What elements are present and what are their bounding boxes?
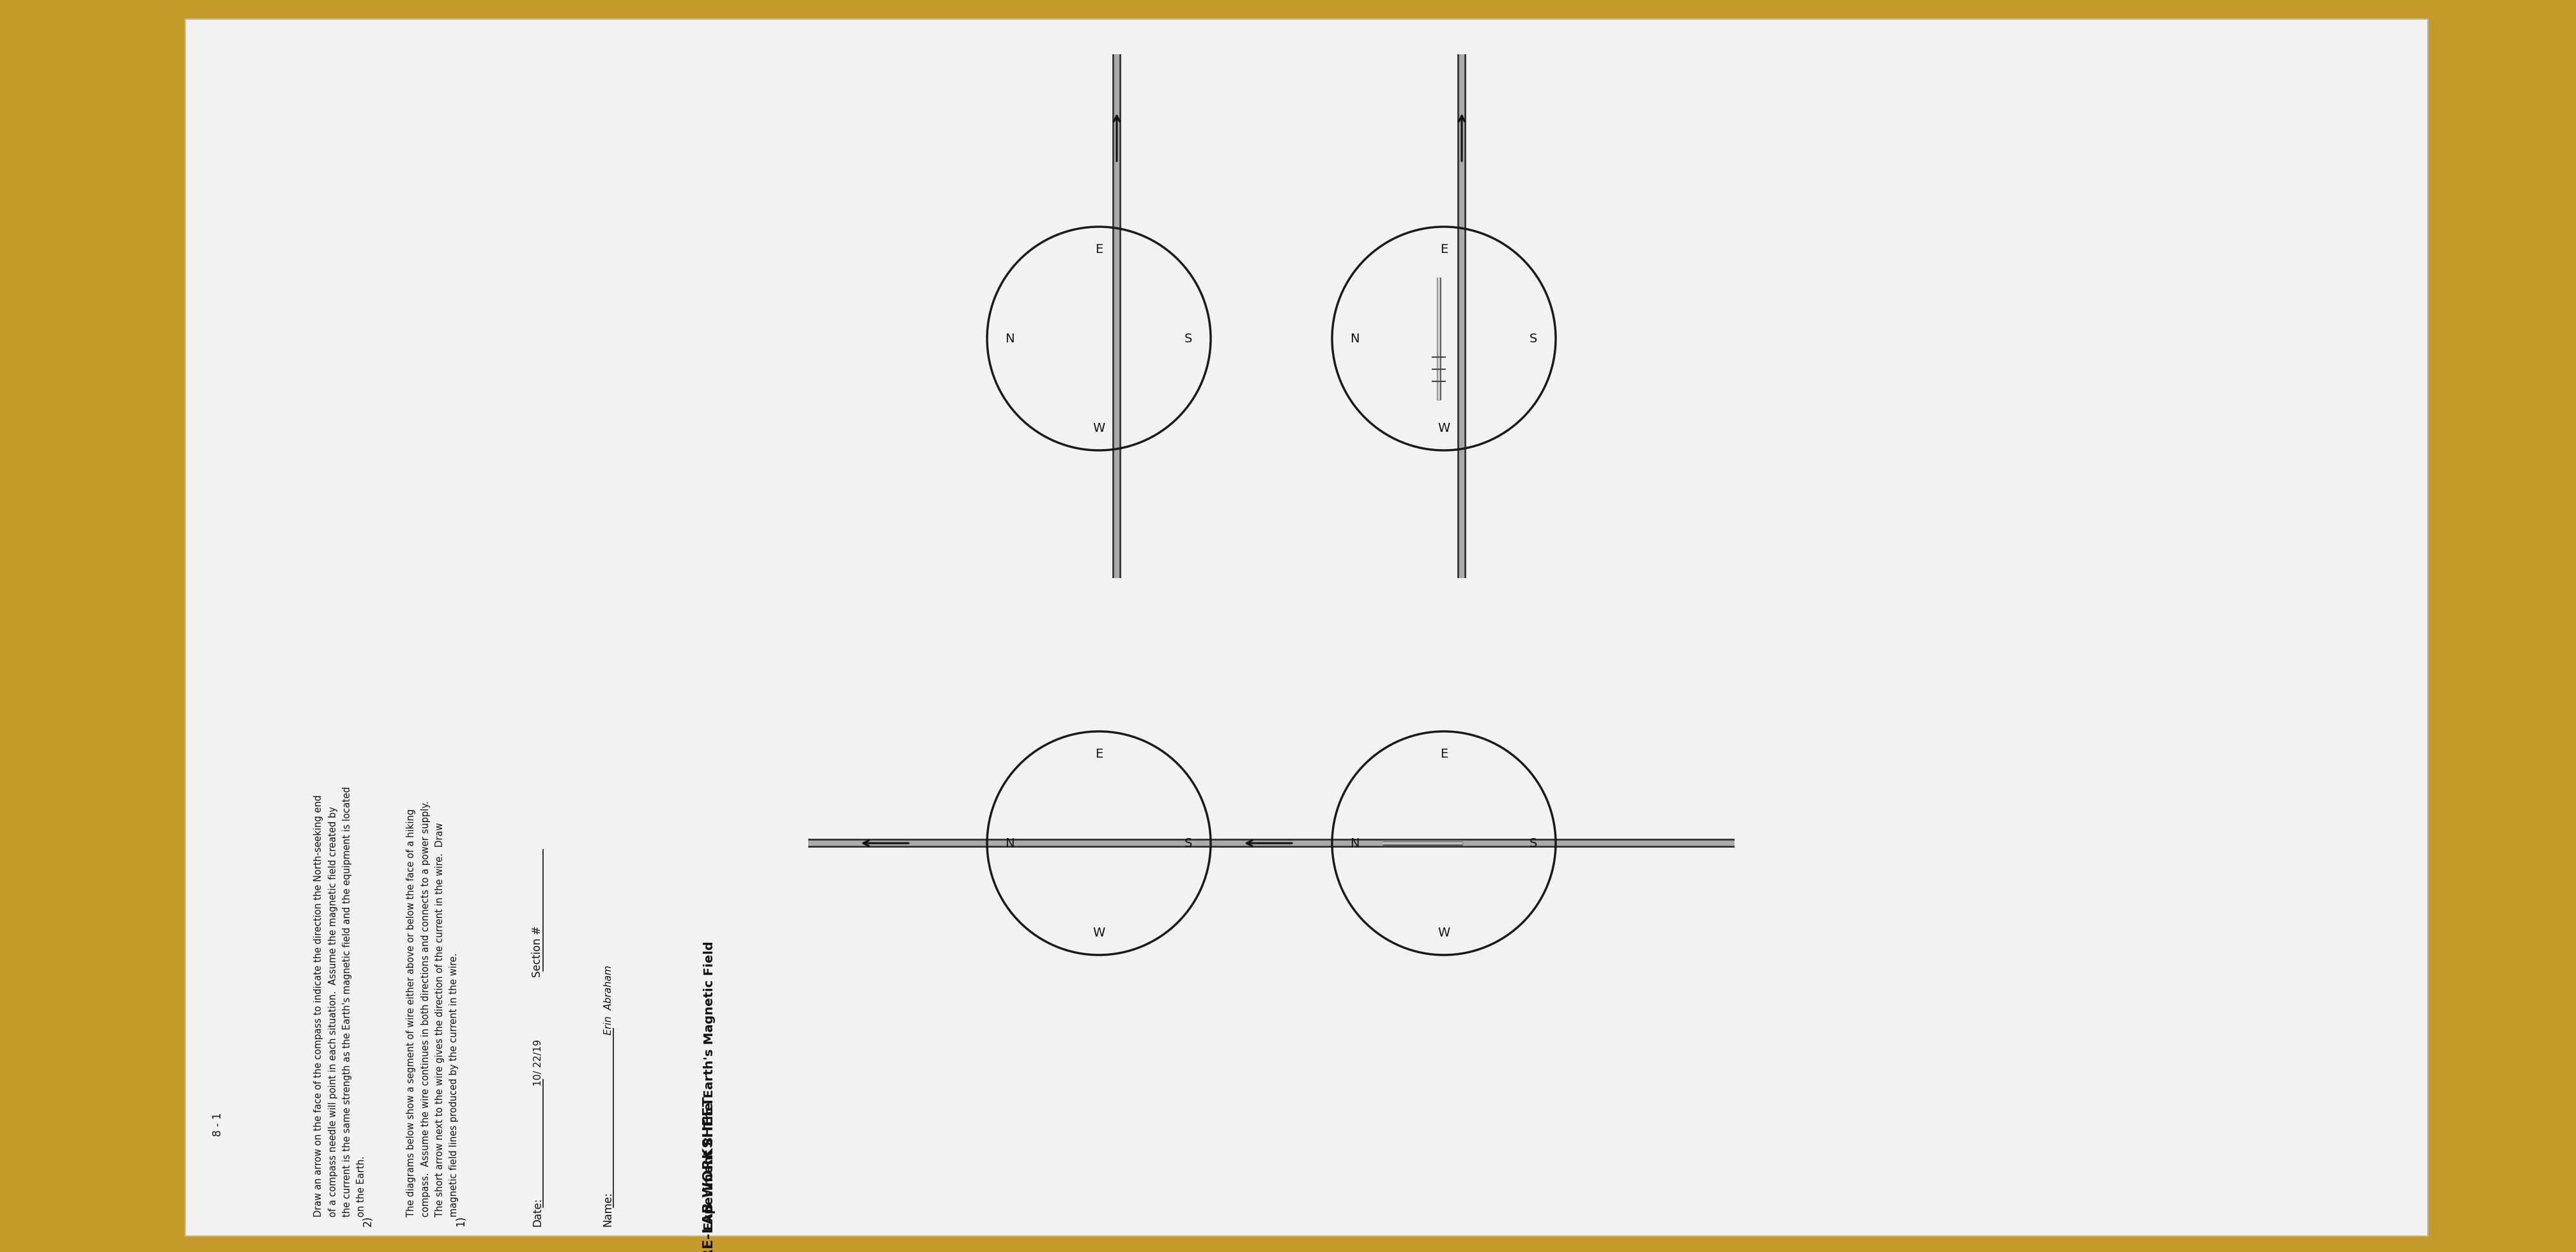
Text: W: W [1437,422,1450,434]
Text: N: N [1350,333,1360,344]
Text: Name:: Name: [603,1192,613,1227]
Text: N: N [1350,838,1360,849]
Text: Date:: Date: [531,1197,544,1227]
Text: N: N [1005,838,1015,849]
Text: Experiment 8  The Earth's Magnetic Field: Experiment 8 The Earth's Magnetic Field [703,942,716,1231]
Text: E: E [1440,747,1448,760]
Text: Section #: Section # [531,925,544,978]
Text: S: S [1530,333,1538,344]
Text: S: S [1185,838,1193,849]
FancyBboxPatch shape [185,19,2427,1236]
Text: PHY 2092  PRE-LAB WORKSHEET: PHY 2092 PRE-LAB WORKSHEET [703,1097,716,1252]
Text: W: W [1092,926,1105,939]
Text: W: W [1092,422,1105,434]
Text: The diagrams below show a segment of wire either above or below the face of a hi: The diagrams below show a segment of wir… [407,801,459,1217]
Text: 2): 2) [363,1216,374,1227]
Text: 1): 1) [456,1216,466,1227]
Text: S: S [1530,838,1538,849]
Text: 8 - 1: 8 - 1 [211,1112,224,1137]
Text: N: N [1005,333,1015,344]
Text: S: S [1185,333,1193,344]
Text: E: E [1095,243,1103,255]
Text: W: W [1437,926,1450,939]
Text: Erin  Abraham: Erin Abraham [603,965,613,1035]
Text: 10/ 22/19: 10/ 22/19 [533,1039,544,1085]
Text: E: E [1095,747,1103,760]
Text: Draw an arrow on the face of the compass to indicate the direction the North-see: Draw an arrow on the face of the compass… [314,786,366,1217]
Text: E: E [1440,243,1448,255]
